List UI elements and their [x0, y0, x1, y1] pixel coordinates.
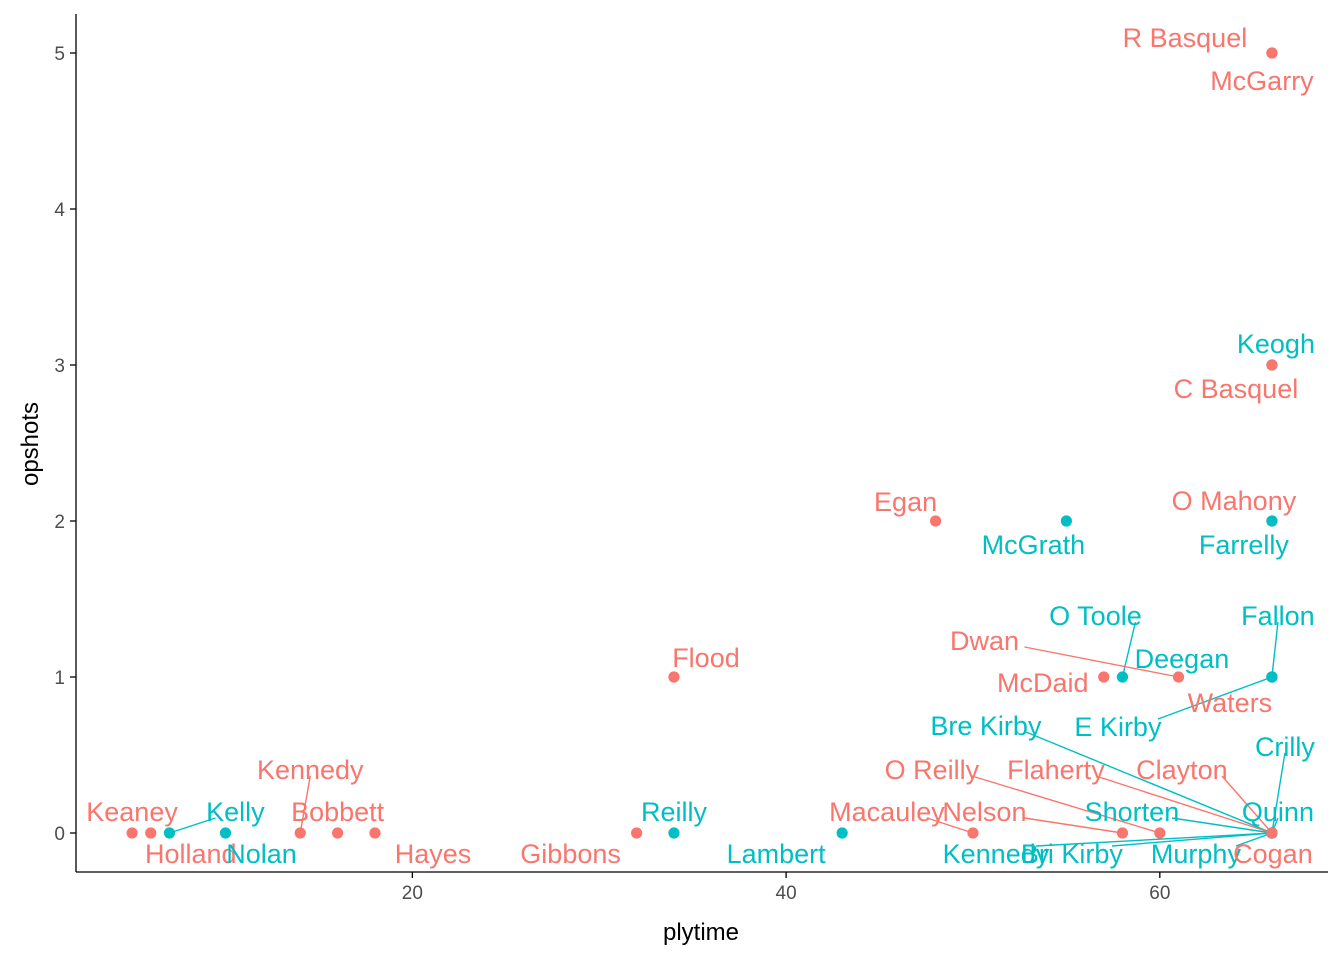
leader-line-nelson: [1024, 817, 1123, 834]
point-mcdaid: [1098, 671, 1110, 683]
leader-line-kennedy: [299, 775, 311, 834]
point-label-mcdaid: McDaid: [997, 668, 1089, 698]
point-label-r-basquel: R Basquel: [1123, 23, 1248, 53]
point-label-waters: Waters: [1188, 688, 1273, 718]
point-label-shorten: Shorten: [1085, 797, 1180, 827]
point-e-kirby: [1266, 671, 1278, 683]
point-label-nolan: Nolan: [226, 839, 297, 869]
point-label-clayton: Clayton: [1136, 755, 1228, 785]
leader-line-crilly: [1271, 752, 1286, 834]
leader-line-bri-kirby: [1111, 832, 1272, 847]
point-label-mcgrath: McGrath: [982, 530, 1086, 560]
y-tick-label: 4: [54, 200, 65, 221]
point-label-farrelly: Farrelly: [1199, 530, 1290, 560]
point-c-basquel: [1266, 359, 1278, 371]
data-points: [126, 47, 1278, 839]
leader-line-murphy: [1235, 832, 1273, 847]
point-o-reilly: [1154, 827, 1166, 839]
point-label-o-mahony: O Mahony: [1172, 486, 1297, 516]
point-label-mcgarry: McGarry: [1210, 66, 1314, 96]
point-label-bri-kirby: Bri Kirby: [1021, 839, 1124, 869]
point-label-c-basquel: C Basquel: [1174, 374, 1299, 404]
point-macauley: [967, 827, 979, 839]
point-nelson: [1116, 827, 1129, 839]
point-label-o-reilly: O Reilly: [885, 755, 980, 785]
point-label-reilly: Reilly: [641, 797, 708, 827]
point-label-hayes: Hayes: [395, 839, 472, 869]
point-o-toole: [1116, 671, 1129, 683]
point-label-keogh: Keogh: [1237, 329, 1315, 359]
leader-line-clayton: [1221, 775, 1273, 834]
point-lambert: [836, 827, 848, 839]
point-label-murphy: Murphy: [1151, 839, 1242, 869]
leader-line-macauley: [926, 817, 974, 834]
point-label-cogan: Cogan: [1233, 839, 1313, 869]
point-label-kennedy: Kennedy: [943, 839, 1050, 869]
leader-line-e-kirby: [1157, 676, 1273, 720]
y-tick-label: 1: [54, 668, 65, 689]
point-labels: Keaney Holland Kelly Nolan Kennedy Bobbett Hay…: [86, 23, 1315, 869]
point-label-keaney: Keaney: [86, 797, 178, 827]
point-label-deegan: Deegan: [1135, 644, 1230, 674]
leader-line-flaherty: [1095, 775, 1273, 834]
leader-line-shorten: [1171, 817, 1273, 834]
y-tick-label: 0: [54, 824, 65, 845]
leader-line-o-reilly: [971, 775, 1161, 834]
x-axis-title: plytime: [663, 919, 739, 946]
point-label-bre-kirby: Bre Kirby: [930, 711, 1042, 741]
point-farrelly: [1266, 515, 1278, 527]
point-bobbett: [332, 827, 344, 839]
point-kelly: [163, 827, 176, 839]
point-holland: [145, 827, 157, 839]
point-egan: [929, 515, 942, 527]
point-label-flaherty: Flaherty: [1007, 755, 1105, 785]
point-label-o-toole: O Toole: [1049, 601, 1142, 631]
leader-line-bre-kirby: [1025, 731, 1273, 834]
point-label-crilly: Crilly: [1255, 732, 1315, 762]
point-label-lambert: Lambert: [727, 839, 827, 869]
point-hayes: [369, 827, 381, 839]
point-label-flood: Flood: [672, 643, 740, 673]
point-label-e-kirby: E Kirby: [1074, 712, 1162, 742]
point-label-holland: Holland: [145, 839, 237, 869]
x-tick-label: 40: [776, 883, 797, 904]
point-label-kennedy: Kennedy: [257, 755, 364, 785]
point-label-quinn: Quinn: [1242, 797, 1314, 827]
y-axis-title: opshots: [17, 402, 44, 486]
y-tick-label: 3: [54, 356, 65, 377]
leader-line-kennedy: [1035, 832, 1272, 847]
point-label-kelly: Kelly: [206, 797, 265, 827]
point-flood: [668, 671, 680, 683]
label-leader-lines: [169, 621, 1286, 847]
point-label-fallon: Fallon: [1241, 601, 1315, 631]
point-label-macauley: Macauley: [829, 797, 945, 827]
x-tick-label: 60: [1149, 883, 1170, 904]
leader-line-kelly: [169, 817, 216, 834]
point-label-gibbons: Gibbons: [520, 839, 621, 869]
point-reilly: [668, 827, 680, 839]
axes: 20 40 60 0 1 2 3 4 5: [54, 14, 1328, 904]
leader-line-dwan: [1024, 646, 1179, 678]
point-label-dwan: Dwan: [950, 626, 1019, 656]
point-label-nelson: Nelson: [942, 797, 1026, 827]
y-tick-label: 2: [54, 512, 65, 533]
point-label-bobbett: Bobbett: [291, 797, 385, 827]
point-mcgarry: [1266, 47, 1278, 59]
point-label-egan: Egan: [874, 487, 937, 517]
y-tick-label: 5: [54, 44, 65, 65]
point-gibbons: [630, 827, 643, 839]
point-cogan: [1266, 827, 1278, 839]
point-nolan: [219, 827, 232, 839]
point-mcgrath: [1060, 515, 1072, 527]
x-tick-label: 20: [402, 883, 423, 904]
point-keaney: [126, 827, 138, 839]
leader-line-o-toole: [1121, 621, 1137, 678]
leader-line-fallon: [1271, 621, 1279, 678]
point-dwan: [1172, 671, 1185, 683]
point-kennedy: [294, 827, 306, 839]
